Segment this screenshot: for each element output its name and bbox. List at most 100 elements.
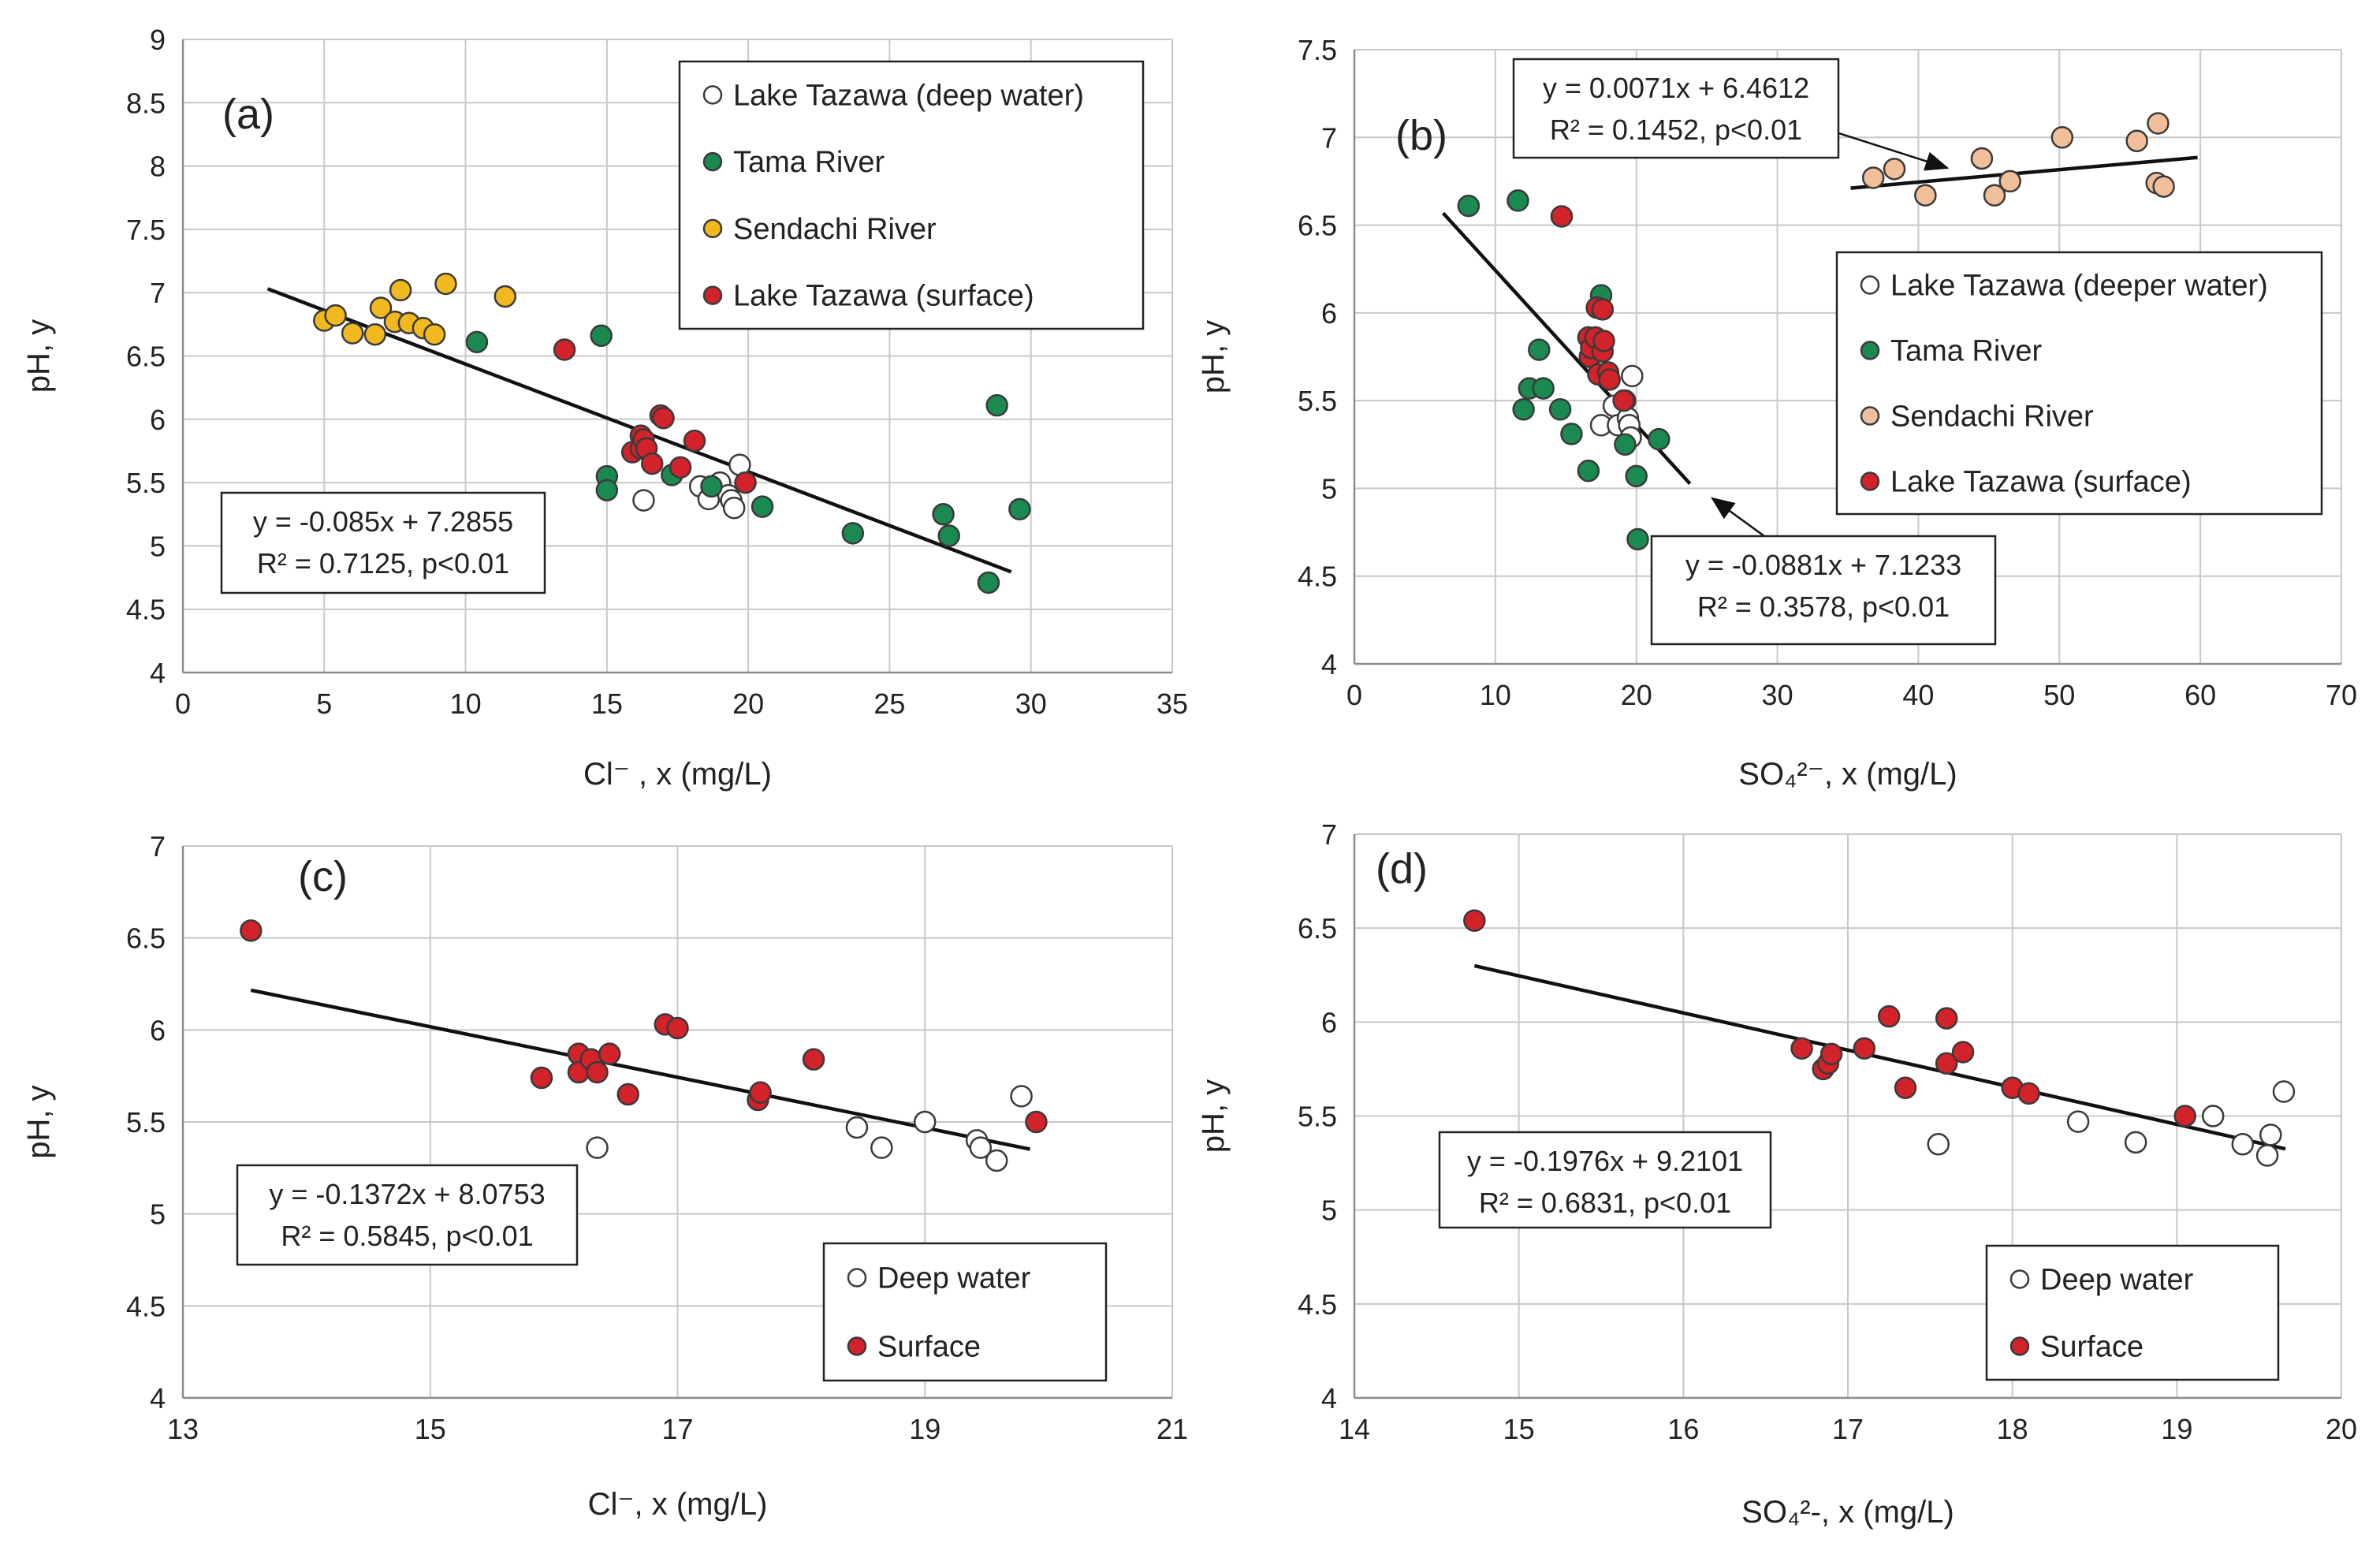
data-point xyxy=(2050,126,2074,149)
panel-label: (d) xyxy=(1376,845,1428,893)
equation-box xyxy=(1512,58,1840,159)
data-point xyxy=(586,1136,609,1159)
legend-label: Lake Tazawa (surface) xyxy=(1890,466,2192,499)
series-surface xyxy=(1463,909,2197,1127)
data-point xyxy=(652,406,675,430)
data-point xyxy=(985,1149,1008,1172)
series-sendachi-river xyxy=(313,272,517,346)
legend-marker xyxy=(702,151,723,172)
series-deep-water xyxy=(586,1085,1033,1172)
data-point xyxy=(1883,158,1906,181)
y-tick-label: 5.5 xyxy=(1298,1101,1337,1133)
y-tick-label: 7 xyxy=(1321,818,1337,851)
series-lake-tazawa-surface xyxy=(553,338,757,494)
data-point xyxy=(914,1110,937,1134)
legend-marker xyxy=(847,1268,867,1288)
data-point xyxy=(669,456,692,479)
data-point xyxy=(2259,1124,2282,1146)
regression-line xyxy=(250,988,1031,1151)
x-tick-label: 30 xyxy=(1762,679,1793,711)
x-tick-label: 70 xyxy=(2326,679,2357,711)
data-point xyxy=(2066,1110,2090,1133)
y-tick-label: 6.5 xyxy=(126,341,166,373)
x-tick-label: 13 xyxy=(167,1413,199,1445)
y-tick-label: 5 xyxy=(1321,472,1337,505)
data-point xyxy=(1935,1052,1958,1075)
data-point xyxy=(494,285,517,308)
legend-label: Lake Tazawa (deeper water) xyxy=(1890,270,2268,303)
x-tick-label: 19 xyxy=(909,1413,940,1445)
series-tama-river xyxy=(465,324,1031,594)
y-tick-label: 4.5 xyxy=(1298,1288,1337,1321)
data-point xyxy=(2201,1105,2225,1127)
regression-pointer-arrow xyxy=(1710,497,1765,538)
data-point xyxy=(1592,330,1615,352)
legend-marker xyxy=(1860,275,1880,295)
x-tick-label: 14 xyxy=(1339,1413,1370,1445)
data-point xyxy=(1819,1042,1843,1066)
x-tick-label: 20 xyxy=(732,688,764,720)
legend-marker xyxy=(1860,471,1880,491)
y-tick-label: 4 xyxy=(150,657,166,689)
data-point xyxy=(1548,398,1572,421)
data-point xyxy=(369,296,393,319)
regression-equation: y = -0.0881x + 7.1233 xyxy=(1685,549,1961,581)
x-tick-label: 5 xyxy=(316,688,332,720)
regression-line xyxy=(1473,963,2286,1151)
x-tick-label: 17 xyxy=(1832,1413,1864,1445)
regression-r2: R² = 0.5845, p<0.01 xyxy=(281,1220,533,1252)
y-tick-label: 7 xyxy=(150,277,166,309)
data-point xyxy=(553,338,576,361)
x-tick-label: 10 xyxy=(450,688,482,720)
y-tick-label: 5 xyxy=(150,530,166,562)
x-tick-label: 60 xyxy=(2184,679,2216,711)
y-tick-label: 8 xyxy=(150,151,166,183)
legend: Lake Tazawa (deeper water) Tama River Send… xyxy=(1835,251,2323,516)
data-point xyxy=(1983,184,2006,207)
regression-equation: y = -0.1976x + 9.2101 xyxy=(1467,1145,1743,1177)
regression-equation: y = -0.085x + 7.2855 xyxy=(253,505,513,538)
data-point xyxy=(2173,1105,2197,1127)
data-point xyxy=(985,393,1008,417)
data-point xyxy=(1625,464,1648,488)
data-point xyxy=(586,1060,609,1084)
equation-box xyxy=(1438,1131,1772,1229)
panel-label: (b) xyxy=(1395,112,1447,159)
series-surface xyxy=(240,919,1048,1134)
data-point xyxy=(2017,1082,2040,1105)
panel-label: (a) xyxy=(222,91,274,138)
x-axis-title: Cl⁻ , x (mg/L) xyxy=(583,757,772,792)
legend-label: Sendachi River xyxy=(1890,401,2094,434)
data-point xyxy=(1914,184,1937,207)
x-tick-label: 40 xyxy=(1902,679,1934,711)
data-point xyxy=(1528,338,1551,361)
data-point xyxy=(1550,205,1574,228)
y-axis-title: pH, y xyxy=(21,1085,56,1158)
data-point xyxy=(1790,1037,1813,1060)
data-point xyxy=(2231,1133,2255,1156)
y-tick-label: 4.5 xyxy=(126,1290,166,1322)
y-axis-title: pH, y xyxy=(21,319,56,393)
data-point xyxy=(1998,170,2021,193)
legend: Lake Tazawa (deep water) Tama River Sendac… xyxy=(678,60,1145,330)
regression-r2: R² = 0.1452, p<0.01 xyxy=(1550,114,1802,146)
data-point xyxy=(2125,129,2148,152)
x-tick-label: 19 xyxy=(2161,1413,2192,1445)
legend-marker xyxy=(2009,1336,2030,1356)
x-tick-label: 16 xyxy=(1667,1413,1699,1445)
x-axis-title: SO₄²-, x (mg/L) xyxy=(1741,1495,1954,1530)
data-point xyxy=(1512,398,1535,421)
x-tick-label: 0 xyxy=(175,688,191,720)
legend: Deep water Surface xyxy=(1985,1244,2280,1381)
x-tick-label: 20 xyxy=(1621,679,1652,711)
x-tick-label: 50 xyxy=(2043,679,2075,711)
x-tick-label: 10 xyxy=(1480,679,1511,711)
data-point xyxy=(1010,1085,1033,1108)
data-point xyxy=(870,1136,893,1159)
y-axis-title: pH, y xyxy=(1196,320,1231,393)
data-point xyxy=(465,330,489,354)
data-point xyxy=(1008,498,1031,521)
regression-line xyxy=(1850,155,2198,190)
x-axis-title: Cl⁻, x (mg/L) xyxy=(588,1487,768,1522)
